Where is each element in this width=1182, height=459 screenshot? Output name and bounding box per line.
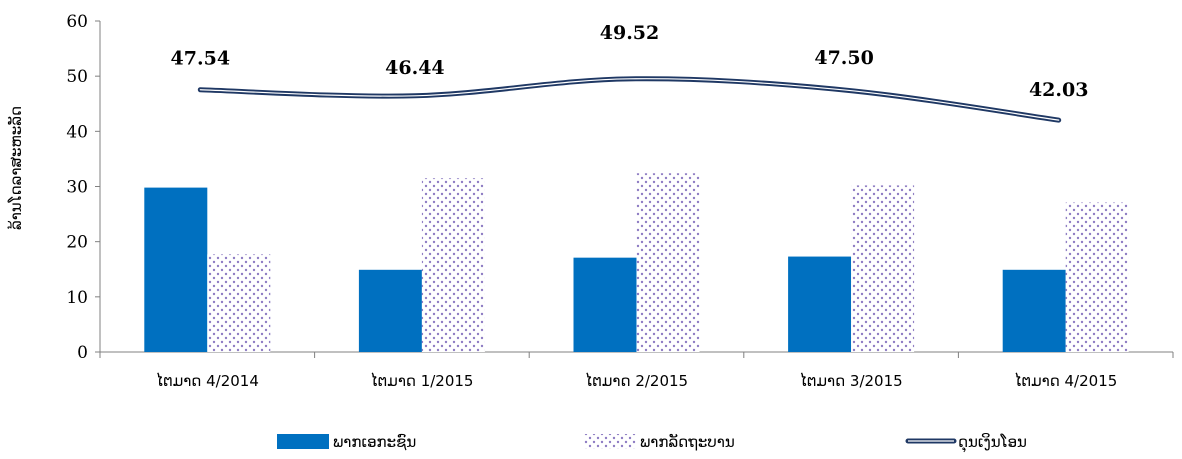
legend-label: ພາກເອກະຊົນ [333,432,416,451]
bar-solid-1 [358,269,422,352]
legend: ພາກເອກະຊົນ ພາກລັດຖະບານ ດຸນເງິນໂອນ [277,432,1027,453]
bar-dotted-2 [636,173,700,352]
y-tick-label: 20 [66,233,88,253]
line-data-label: 46.44 [385,57,445,79]
line-series-outline [197,76,1062,123]
x-tick-label: ໄຕມາດ 3/2015 [800,371,903,390]
y-tick-label: 30 [66,178,88,198]
line-series-inner [199,78,1060,121]
bar-dotted-4 [1065,202,1129,352]
bar-dotted-0 [207,254,271,352]
bar-solid-0 [144,187,208,352]
bar-dotted-1 [421,178,485,352]
bars [144,173,1129,352]
y-tick-label: 10 [66,288,88,308]
bar-solid-3 [788,256,852,352]
y-tick-label: 0 [77,343,88,363]
y-tick-label: 40 [66,122,88,142]
line-data-label: 47.50 [814,47,874,69]
legend-swatch-dotted [584,434,636,449]
line-layer: 47.54 46.44 49.52 47.50 42.03 [171,22,1089,123]
legend-label: ພາກລັດຖະບານ [640,432,735,451]
y-axis-title: ລ້ານໂດລາສະຫະລັດ [6,106,25,230]
line-data-label: 47.54 [171,48,231,70]
bar-dotted-3 [851,185,915,352]
bar-solid-4 [1002,269,1066,352]
y-tick-label: 60 [66,12,88,32]
line-data-label: 42.03 [1029,79,1089,101]
legend-swatch-solid [277,434,329,449]
x-tick-label: ໄຕມາດ 4/2015 [1014,371,1117,390]
line-data-label: 49.52 [600,22,660,44]
legend-label: ດຸນເງິນໂອນ [958,432,1027,453]
x-tick-label: ໄຕມາດ 1/2015 [370,371,473,390]
bar-solid-2 [573,257,637,352]
x-tick-label: ໄຕມາດ 4/2014 [156,371,259,390]
x-tick-label: ໄຕມາດ 2/2015 [585,371,688,390]
y-tick-label: 50 [66,67,88,87]
